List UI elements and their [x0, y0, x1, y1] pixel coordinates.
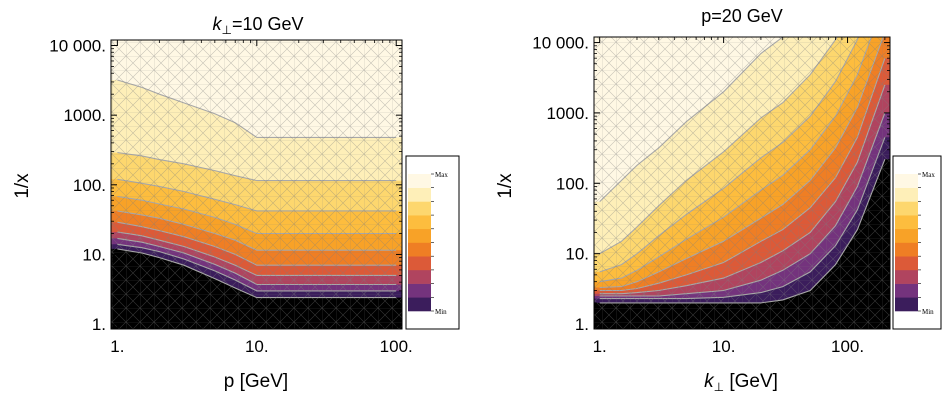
y-tick-label: 10 000. — [532, 34, 589, 53]
legend-swatch-8 — [895, 187, 918, 202]
y-tick-label: 1000. — [546, 104, 589, 123]
right-chart-title: p=20 GeV — [701, 6, 783, 26]
legend-swatch-9 — [895, 174, 918, 188]
left-y-axis-label: 1/x — [12, 173, 33, 199]
x-tick-label: 1. — [110, 337, 124, 356]
legend-swatch-1 — [408, 283, 431, 298]
left-mesh-overlay — [111, 40, 402, 329]
right-axis-ticks: 1. 10. 100. 1000. 10 000. 1. 10. 100. — [532, 34, 890, 356]
x-tick-label: 100. — [380, 337, 413, 356]
legend-swatch-7 — [895, 201, 918, 216]
left-x-axis-label: p [GeV] — [224, 371, 288, 392]
left-panel: k⊥=10 GeV 1. 10. 100. 1000. 10 000. 1. 10. 100.… — [12, 14, 460, 392]
legend-swatch-6 — [408, 215, 431, 230]
left-legend: Max Min — [405, 155, 460, 330]
legend-swatch-2 — [408, 269, 431, 284]
y-tick-label: 10. — [565, 245, 589, 264]
x-tick-label: 10. — [245, 337, 269, 356]
y-tick-label: 100. — [556, 174, 589, 193]
right-panel: p=20 GeV 1.10.100.1000.10 000.1. 10. 100. … — [495, 6, 942, 394]
right-y-axis-label: 1/x — [495, 173, 516, 199]
legend-swatch-9 — [408, 174, 431, 188]
legend-swatch-3 — [408, 256, 431, 271]
legend-min-label: Min — [435, 308, 447, 316]
legend-swatch-0 — [895, 297, 918, 312]
legend-swatch-5 — [408, 228, 431, 243]
right-legend: Max Min — [892, 155, 942, 330]
x-tick-label: 1. — [593, 337, 607, 356]
legend-swatch-5 — [895, 228, 918, 243]
right-mesh-overlay — [594, 37, 890, 329]
y-tick-label: 1. — [92, 315, 106, 334]
legend-max-label: Max — [435, 171, 448, 179]
x-tick-label: 100. — [831, 337, 864, 356]
y-tick-label: 10. — [82, 245, 106, 264]
legend-swatch-1 — [895, 283, 918, 298]
y-tick-label: 1000. — [63, 106, 106, 125]
legend-swatch-3 — [895, 256, 918, 271]
legend-swatch-4 — [895, 242, 918, 257]
legend-max-label: Max — [922, 171, 935, 179]
right-x-axis-label: k⊥ [GeV] — [704, 371, 778, 394]
x-tick-label: 10. — [712, 337, 736, 356]
y-tick-label: 100. — [73, 176, 106, 195]
legend-min-label: Min — [922, 308, 934, 316]
y-tick-label: 10 000. — [49, 37, 106, 56]
legend-swatch-2 — [895, 269, 918, 284]
left-axis-ticks: 1. 10. 100. 1000. 10 000. 1. 10. 100. — [49, 37, 413, 356]
legend-swatch-8 — [408, 187, 431, 202]
y-tick-label: 1. — [575, 315, 589, 334]
left-chart-title: k⊥=10 GeV — [212, 14, 303, 37]
legend-swatch-4 — [408, 242, 431, 257]
legend-swatch-6 — [895, 215, 918, 230]
legend-swatch-0 — [408, 297, 431, 312]
legend-swatch-7 — [408, 201, 431, 216]
